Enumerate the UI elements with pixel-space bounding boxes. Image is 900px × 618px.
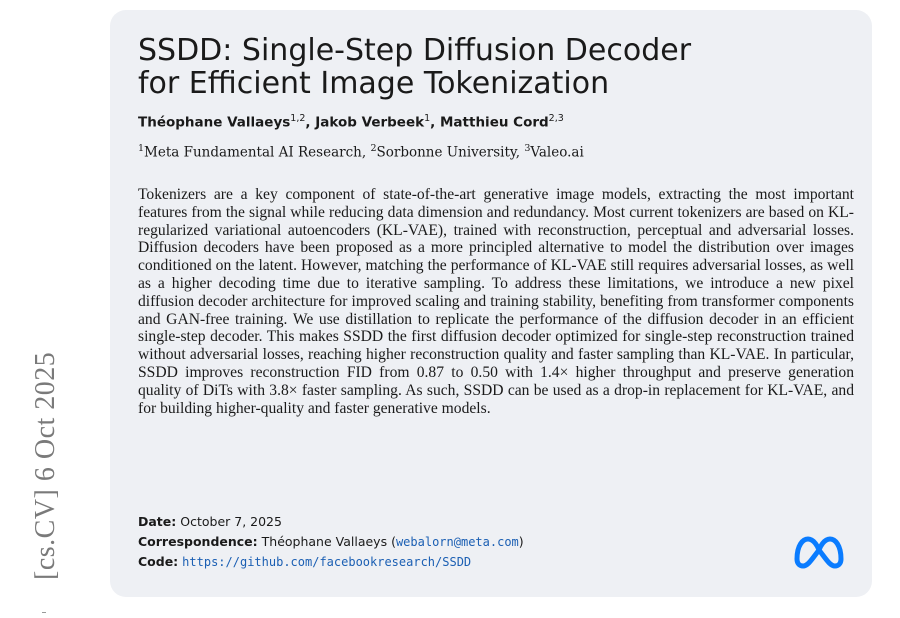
paper-title: SSDD: Single-Step Diffusion Decoder for … bbox=[138, 34, 858, 100]
author-3-affil: 2,3 bbox=[548, 113, 564, 124]
date-label: Date: bbox=[138, 514, 177, 529]
author-2-affil: 1 bbox=[424, 113, 431, 124]
correspondence-email-link[interactable]: webalorn@meta.com bbox=[395, 535, 519, 549]
author-2: Jakob Verbeek bbox=[315, 114, 425, 131]
code-label: Code: bbox=[138, 554, 179, 569]
abstract: Tokenizers are a key component of state-… bbox=[138, 186, 854, 417]
author-sep: , bbox=[430, 114, 440, 131]
affil-2-mark: 2 bbox=[370, 143, 377, 154]
affil-1-mark: 1 bbox=[138, 143, 145, 154]
affil-sep: , bbox=[515, 144, 525, 161]
author-sep: , bbox=[305, 114, 316, 131]
title-line-1: SSDD: Single-Step Diffusion Decoder bbox=[138, 33, 692, 68]
affil-3: Valeo.ai bbox=[530, 144, 584, 161]
code-row: Code: https://github.com/facebookresearc… bbox=[138, 554, 471, 569]
margin-mark bbox=[42, 612, 46, 613]
correspondence-row: Correspondence: Théophane Vallaeys (weba… bbox=[138, 534, 524, 549]
arxiv-side-stamp: [cs.CV] 6 Oct 2025 bbox=[30, 351, 61, 580]
title-line-2: for Efficient Image Tokenization bbox=[138, 66, 610, 101]
meta-logo-icon bbox=[794, 536, 844, 569]
correspondence-label: Correspondence: bbox=[138, 534, 258, 549]
code-url-link[interactable]: https://github.com/facebookresearch/SSDD bbox=[182, 555, 472, 569]
affiliation-list: 1Meta Fundamental AI Research, 2Sorbonne… bbox=[138, 143, 584, 161]
author-3: Matthieu Cord bbox=[440, 114, 549, 131]
date-value: October 7, 2025 bbox=[180, 514, 282, 529]
affil-1: Meta Fundamental AI Research bbox=[144, 144, 362, 161]
date-row: Date: October 7, 2025 bbox=[138, 514, 282, 529]
affil-3-mark: 3 bbox=[524, 143, 531, 154]
affil-2: Sorbonne University bbox=[376, 144, 516, 161]
affil-sep: , bbox=[361, 144, 371, 161]
author-1: Théophane Vallaeys bbox=[138, 114, 291, 131]
paper-card: SSDD: Single-Step Diffusion Decoder for … bbox=[110, 10, 872, 597]
author-1-affil: 1,2 bbox=[290, 113, 306, 124]
author-list: Théophane Vallaeys1,2, Jakob Verbeek1, M… bbox=[138, 113, 564, 131]
correspondence-name: Théophane Vallaeys bbox=[261, 534, 388, 549]
